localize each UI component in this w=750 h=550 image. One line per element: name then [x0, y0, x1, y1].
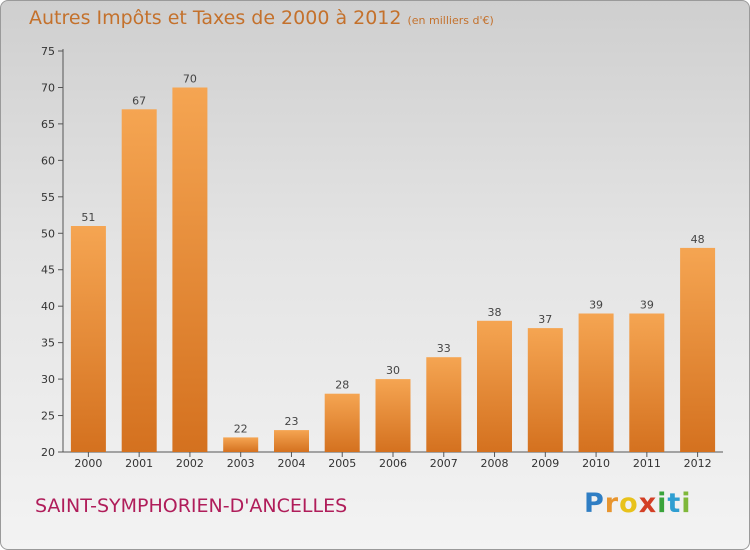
bar — [375, 379, 411, 452]
y-tick-label: 35 — [41, 337, 55, 350]
bar — [629, 313, 665, 452]
logo-letter: P — [584, 488, 605, 519]
data-label: 51 — [81, 211, 95, 224]
logo-letter: r — [604, 488, 620, 519]
x-tick-label: 2010 — [582, 457, 610, 470]
bar — [70, 226, 106, 452]
bar-series: 51 67 70 22 23 28 30 33 38 37 39 39 48 — [70, 72, 716, 453]
data-label: 22 — [234, 422, 248, 435]
y-tick-label: 45 — [41, 264, 55, 277]
logo-letter: x — [638, 488, 658, 519]
data-label: 23 — [284, 415, 298, 428]
data-label: 70 — [183, 72, 197, 85]
chart-title-text: Autres Impôts et Taxes de 2000 à 2012 — [29, 7, 402, 29]
y-tick-label: 20 — [41, 446, 55, 459]
chart-title: Autres Impôts et Taxes de 2000 à 2012 (en… — [29, 7, 494, 29]
x-tick-label: 2004 — [277, 457, 305, 470]
y-tick-label: 60 — [41, 154, 55, 167]
bar — [223, 437, 259, 452]
y-tick-label: 40 — [41, 300, 55, 313]
data-label: 28 — [335, 379, 349, 392]
y-tick-label: 70 — [41, 81, 55, 94]
data-label: 39 — [589, 298, 603, 311]
x-tick-label: 2007 — [430, 457, 458, 470]
bar — [477, 320, 512, 452]
y-tick-label: 75 — [41, 45, 55, 58]
bar — [578, 313, 614, 452]
logo-letter: i — [681, 488, 692, 519]
data-label: 37 — [538, 313, 552, 326]
x-tick-label: 2005 — [328, 457, 356, 470]
y-tick-label: 25 — [41, 410, 55, 423]
data-label: 67 — [132, 94, 146, 107]
x-tick-label: 2002 — [176, 457, 204, 470]
bar — [172, 87, 208, 452]
x-tick-label: 2012 — [684, 457, 712, 470]
bar-chart: 20 25 30 35 40 45 50 55 60 65 70 75 2000 2001 2002 2003… — [41, 45, 723, 470]
x-tick-label: 2009 — [531, 457, 559, 470]
logo-letter: t — [667, 488, 682, 519]
logo-letter: o — [619, 488, 639, 519]
x-tick-label: 2008 — [481, 457, 509, 470]
chart-unit-note: (en milliers d'€) — [407, 14, 494, 27]
data-label: 38 — [488, 306, 502, 319]
proxiti-logo: Proxiti — [584, 488, 692, 519]
y-tick-label: 55 — [41, 191, 55, 204]
data-label: 30 — [386, 364, 400, 377]
x-tick-label: 2006 — [379, 457, 407, 470]
bar — [324, 393, 360, 452]
x-tick-label: 2003 — [227, 457, 255, 470]
data-label: 33 — [437, 342, 451, 355]
bar — [274, 430, 309, 452]
bar — [680, 247, 716, 452]
bar — [426, 357, 462, 452]
bar — [527, 328, 563, 452]
x-tick-label: 2011 — [633, 457, 661, 470]
y-tick-label: 50 — [41, 227, 55, 240]
commune-name: SAINT-SYMPHORIEN-D'ANCELLES — [35, 495, 348, 517]
logo-letter: i — [657, 488, 668, 519]
y-tick-label: 65 — [41, 118, 55, 131]
x-tick-label: 2001 — [125, 457, 153, 470]
data-label: 48 — [691, 233, 705, 246]
y-tick-label: 30 — [41, 373, 55, 386]
data-label: 39 — [640, 298, 654, 311]
bar — [121, 109, 157, 453]
x-tick-label: 2000 — [74, 457, 102, 470]
